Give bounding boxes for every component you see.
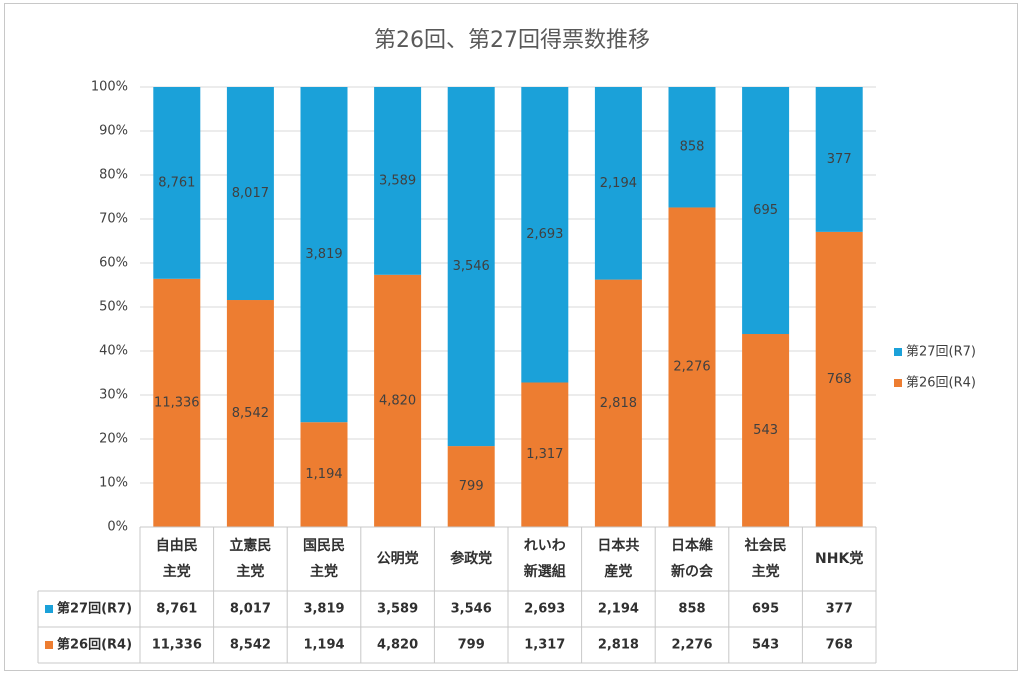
data-label-r4: 768 [827, 372, 852, 387]
category-label: れいわ [524, 538, 566, 554]
bar-r4 [742, 334, 790, 527]
bar-r4 [300, 422, 348, 527]
bar-r4 [594, 279, 642, 527]
table-cell-r4: 543 [752, 638, 779, 653]
table-cell-r4: 11,336 [152, 638, 202, 653]
table-cell-r7: 8,017 [230, 602, 271, 617]
bar-r4 [226, 300, 274, 527]
table-legend-key-r7 [45, 605, 53, 613]
y-tick-label: 100% [91, 80, 128, 95]
data-label-r7: 8,017 [232, 186, 269, 201]
table-row-label-r4: 第26回(R4) [57, 637, 132, 653]
table-cell-r7: 8,761 [156, 602, 197, 617]
legend-label: 第26回(R4) [906, 376, 976, 391]
data-label-r7: 8,761 [158, 175, 195, 190]
legend-swatch [894, 379, 902, 387]
category-label: 自由民 [156, 537, 198, 554]
bar-r4 [521, 382, 569, 527]
bar-r4 [374, 274, 422, 527]
y-tick-label: 30% [99, 388, 128, 403]
table-cell-r4: 4,820 [377, 638, 418, 653]
y-tick-label: 50% [99, 300, 128, 315]
category-label: 新の会 [671, 563, 714, 580]
category-label: 主党 [163, 563, 191, 580]
category-label: 新選組 [524, 563, 566, 580]
bar-r7 [815, 87, 863, 232]
y-tick-label: 60% [99, 256, 128, 271]
bar-r7 [153, 87, 201, 279]
y-tick-label: 80% [99, 168, 128, 183]
table-row-label-r7: 第27回(R7) [57, 601, 132, 617]
data-label-r7: 3,546 [453, 259, 490, 274]
y-tick-label: 0% [107, 520, 128, 535]
table-cell-r7: 3,589 [377, 602, 418, 617]
chart-title: 第26回、第27回得票数推移 [374, 28, 650, 53]
data-label-r4: 1,194 [305, 467, 342, 482]
table-cell-r4: 2,818 [598, 638, 639, 653]
category-label: 主党 [310, 563, 338, 580]
data-label-r7: 2,194 [600, 176, 637, 191]
category-label: 参政党 [450, 550, 492, 567]
bar-r7 [668, 87, 716, 208]
y-tick-label: 90% [99, 124, 128, 139]
table-cell-r4: 1,317 [524, 638, 565, 653]
table-cell-r7: 3,546 [451, 602, 492, 617]
category-label: 国民民 [303, 538, 345, 554]
bar-r4 [815, 231, 863, 528]
bar-r7 [594, 87, 642, 280]
category-label: 主党 [752, 563, 780, 580]
table-cell-r7: 858 [678, 602, 705, 617]
data-label-r4: 799 [459, 479, 484, 494]
table-legend-key-r4 [45, 641, 53, 649]
table-cell-r7: 2,693 [524, 602, 565, 617]
y-tick-label: 40% [99, 344, 128, 359]
table-cell-r7: 695 [752, 602, 779, 617]
data-label-r7: 695 [753, 203, 778, 218]
bar-r7 [521, 87, 569, 383]
data-label-r4: 4,820 [379, 393, 416, 408]
data-label-r7: 377 [827, 152, 852, 167]
y-tick-label: 20% [99, 432, 128, 447]
y-tick-label: 10% [99, 476, 128, 491]
bar-r7 [447, 87, 495, 447]
bar-r4 [447, 446, 495, 527]
data-label-r7: 858 [680, 140, 705, 155]
bar-r7 [374, 87, 422, 275]
category-label: 産党 [604, 563, 632, 580]
legend-label: 第27回(R7) [906, 345, 976, 360]
data-label-r4: 8,542 [232, 406, 269, 421]
data-label-r4: 2,818 [600, 396, 637, 411]
legend-swatch [894, 348, 902, 356]
bar-r7 [300, 87, 348, 423]
category-label: 公明党 [377, 550, 419, 567]
data-label-r7: 3,589 [379, 173, 416, 188]
table-cell-r7: 2,194 [598, 602, 639, 617]
table-cell-r4: 768 [826, 638, 853, 653]
bar-r4 [153, 278, 201, 527]
data-label-r7: 3,819 [305, 247, 342, 262]
table-cell-r7: 3,819 [303, 602, 344, 617]
data-label-r4: 11,336 [154, 395, 200, 410]
data-label-r4: 1,317 [526, 447, 563, 462]
category-label: 日本維 [671, 537, 713, 554]
table-cell-r4: 799 [458, 638, 485, 653]
table-cell-r4: 8,542 [230, 638, 271, 653]
category-label: 日本共 [597, 537, 639, 554]
data-label-r4: 2,276 [673, 360, 710, 375]
category-label: 社会民 [744, 537, 787, 554]
data-label-r7: 2,693 [526, 227, 563, 242]
category-label: NHK党 [815, 550, 863, 567]
data-label-r4: 543 [753, 423, 778, 438]
bar-r7 [226, 87, 274, 301]
y-tick-label: 70% [99, 212, 128, 227]
category-label: 主党 [236, 563, 264, 580]
bar-r7 [742, 87, 790, 335]
table-cell-r7: 377 [826, 602, 853, 617]
table-cell-r4: 2,276 [671, 638, 712, 653]
table-cell-r4: 1,194 [303, 638, 344, 653]
category-label: 立憲民 [229, 537, 271, 554]
bar-r4 [668, 207, 716, 527]
